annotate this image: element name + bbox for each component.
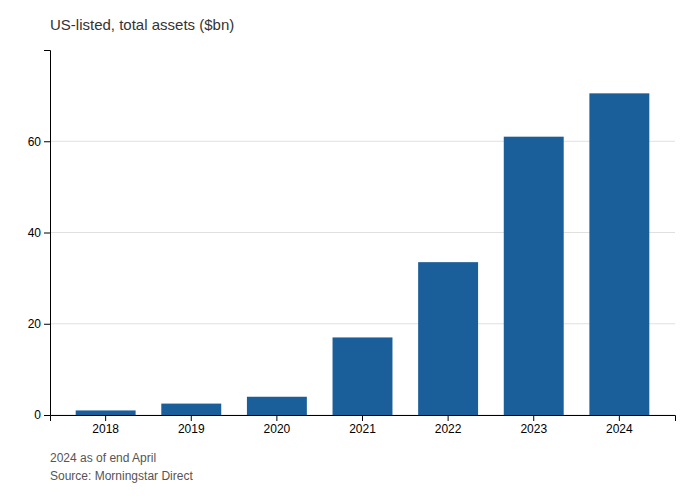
y-tick-label: 60 xyxy=(28,135,42,149)
y-tick: 20 xyxy=(28,317,50,331)
x-tick-mark xyxy=(276,415,277,421)
y-axis: 0 20 40 60 xyxy=(28,51,51,423)
title: US-listed, total assets ($bn) xyxy=(50,16,234,33)
x-tick-label: 2020 xyxy=(264,422,291,436)
y-tick-label: 0 xyxy=(34,408,41,422)
y-tick-label: 40 xyxy=(28,226,42,240)
x-tick-mark xyxy=(105,415,106,421)
y-tick: 40 xyxy=(28,226,50,240)
bar xyxy=(333,337,393,415)
x-tick: 2019 xyxy=(178,415,205,436)
x-tick: 2023 xyxy=(520,415,547,436)
chart: 0 20 40 60 2018 2019 2020 2021 2022 2023 2024 US-li… xyxy=(0,0,700,500)
y-tick: 60 xyxy=(28,135,50,149)
x-tick-label: 2019 xyxy=(178,422,205,436)
grid-line xyxy=(50,232,675,233)
plot-area: 0 20 40 60 2018 2019 2020 2021 2022 2023 2024 xyxy=(28,51,676,436)
grid xyxy=(50,141,675,415)
footnote: 2024 as of end April xyxy=(50,451,156,465)
bar xyxy=(161,404,221,415)
x-tick-label: 2021 xyxy=(349,422,376,436)
y-axis-line xyxy=(44,51,51,416)
y-tick-mark xyxy=(44,233,50,234)
y-tick-mark xyxy=(44,415,50,416)
y-tick: 0 xyxy=(34,408,50,422)
x-tick: 2021 xyxy=(349,415,376,436)
x-tick-label: 2018 xyxy=(92,422,119,436)
y-tick-mark xyxy=(44,141,50,142)
x-tick-label: 2024 xyxy=(606,422,633,436)
x-tick: 2020 xyxy=(264,415,291,436)
x-tick-mark xyxy=(191,415,192,421)
bar xyxy=(418,262,478,415)
x-tick: 2024 xyxy=(606,415,633,436)
x-tick-label: 2023 xyxy=(520,422,547,436)
footnote: Source: Morningstar Direct xyxy=(50,469,193,483)
x-tick-mark xyxy=(362,415,363,421)
x-tick: 2018 xyxy=(92,415,119,436)
bar xyxy=(247,397,307,415)
x-tick-mark xyxy=(533,415,534,421)
x-tick: 2022 xyxy=(435,415,462,436)
x-tick-mark xyxy=(619,415,620,421)
x-tick-label: 2022 xyxy=(435,422,462,436)
x-tick-mark xyxy=(448,415,449,421)
bar xyxy=(589,93,649,415)
bars xyxy=(76,93,650,415)
bar xyxy=(504,137,564,415)
y-tick-label: 20 xyxy=(28,317,42,331)
grid-line xyxy=(50,141,675,142)
x-axis-line xyxy=(51,416,676,422)
y-tick-mark xyxy=(44,324,50,325)
x-axis: 2018 2019 2020 2021 2022 2023 2024 xyxy=(51,415,676,436)
grid-line xyxy=(50,323,675,324)
bar xyxy=(76,410,136,415)
